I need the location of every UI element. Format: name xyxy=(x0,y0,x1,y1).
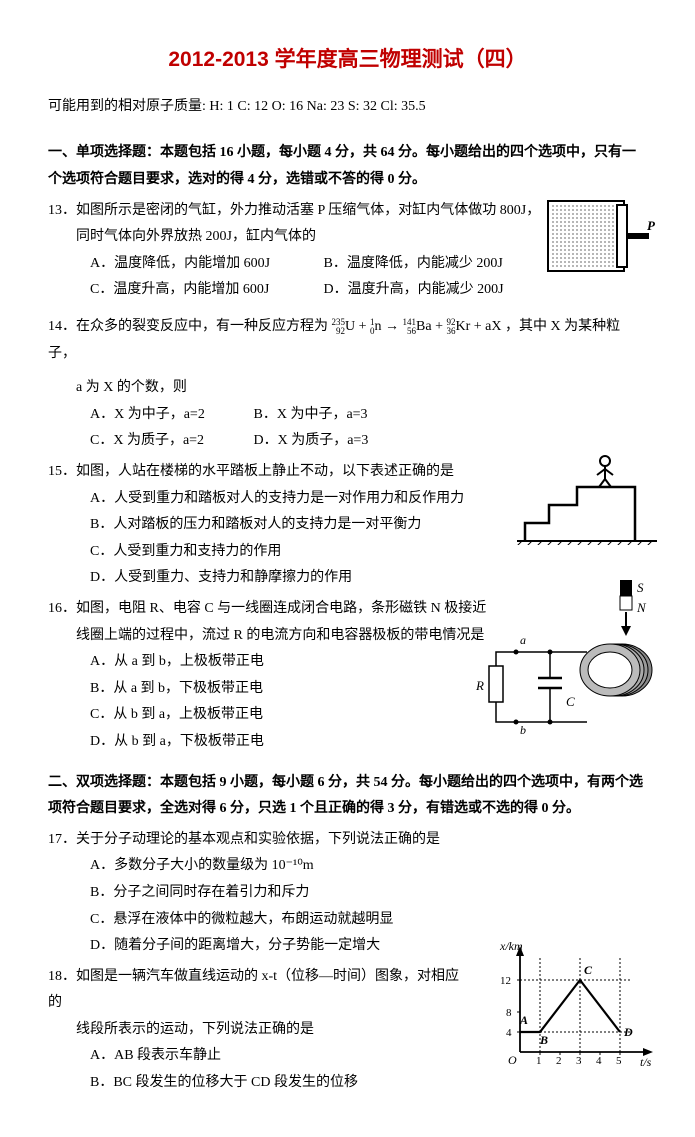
svg-text:O: O xyxy=(508,1053,517,1067)
q13-choice-d[interactable]: D．温度升高，内能减少 200J xyxy=(324,277,554,304)
svg-text:8: 8 xyxy=(506,1007,512,1019)
q17-text1: 17．关于分子动理论的基本观点和实验依据，下列说法正确的是 xyxy=(48,827,647,854)
svg-text:b: b xyxy=(520,723,526,737)
q13-choice-a[interactable]: A．温度降低，内能增加 600J xyxy=(90,251,320,278)
q18-choice-b[interactable]: B．BC 段发生的位移大于 CD 段发生的位移 xyxy=(48,1070,647,1097)
q16-figure-circuit: S N a R b C xyxy=(472,578,657,738)
q14-pre: 14．在众多的裂变反应中，有一种反应方程为 xyxy=(48,319,332,334)
question-15: 15．如图，人站在楼梯的水平踏板上静止不动，以下表述正确的是 A．人受到重力和踏… xyxy=(48,459,647,592)
svg-text:C: C xyxy=(584,963,593,977)
atomic-masses: 可能用到的相对原子质量: H: 1 C: 12 O: 16 Na: 23 S: … xyxy=(48,94,647,121)
question-13: P 13．如图所示是密闭的气缸，外力推动活塞 P 压缩气体，对缸内气体做功 80… xyxy=(48,198,647,304)
q14-equation: 23592U + 10n → 14156Ba + 9236Kr + aX xyxy=(332,319,505,334)
svg-text:P: P xyxy=(647,218,656,233)
svg-text:N: N xyxy=(636,600,647,615)
q15-figure-stairs xyxy=(517,453,657,545)
q14-choice-d[interactable]: D．X 为质子，a=3 xyxy=(254,428,414,455)
question-18: x/km t/s 4 8 12 1 2 3 4 5 O A B xyxy=(48,964,647,1097)
q18-figure-xt-graph: x/km t/s 4 8 12 1 2 3 4 5 O A B xyxy=(492,940,657,1070)
svg-text:A: A xyxy=(519,1013,528,1027)
svg-text:5: 5 xyxy=(616,1055,622,1067)
svg-text:2: 2 xyxy=(556,1055,562,1067)
question-16: S N a R b C xyxy=(48,596,647,756)
section2-heading: 二、双项选择题：本题包括 9 小题，每小题 6 分，共 54 分。每小题给出的四… xyxy=(48,770,647,823)
svg-text:a: a xyxy=(520,633,526,647)
svg-text:S: S xyxy=(637,580,644,595)
q17-choice-a[interactable]: A．多数分子大小的数量级为 10⁻¹⁰m xyxy=(48,853,647,880)
svg-text:4: 4 xyxy=(506,1027,512,1039)
q14-choice-c[interactable]: C．X 为质子，a=2 xyxy=(90,428,250,455)
q14-text1: 14．在众多的裂变反应中，有一种反应方程为 23592U + 10n → 141… xyxy=(48,314,647,367)
q17-choice-b[interactable]: B．分子之间同时存在着引力和斥力 xyxy=(48,880,647,907)
svg-text:C: C xyxy=(566,694,575,709)
question-14: 14．在众多的裂变反应中，有一种反应方程为 23592U + 10n → 141… xyxy=(48,314,647,455)
svg-text:D: D xyxy=(623,1025,633,1039)
section1-heading: 一、单项选择题：本题包括 16 小题，每小题 4 分，共 64 分。每小题给出的… xyxy=(48,140,647,193)
q14-text2: a 为 X 的个数，则 xyxy=(48,375,647,402)
svg-text:t/s: t/s xyxy=(640,1055,652,1069)
q17-choice-c[interactable]: C．悬浮在液体中的微粒越大，布朗运动就越明显 xyxy=(48,907,647,934)
exam-title: 2012-2013 学年度高三物理测试（四） xyxy=(48,40,647,80)
q14-choice-a[interactable]: A．X 为中子，a=2 xyxy=(90,402,250,429)
svg-text:R: R xyxy=(475,678,484,693)
q13-choice-c[interactable]: C．温度升高，内能增加 600J xyxy=(90,277,320,304)
svg-text:12: 12 xyxy=(500,975,511,987)
q14-choice-b[interactable]: B．X 为中子，a=3 xyxy=(254,402,414,429)
svg-text:3: 3 xyxy=(576,1055,582,1067)
svg-text:4: 4 xyxy=(596,1055,602,1067)
q13-choice-b[interactable]: B．温度降低，内能减少 200J xyxy=(324,251,554,278)
svg-text:B: B xyxy=(539,1033,548,1047)
q13-figure-cylinder: P xyxy=(547,200,657,272)
svg-text:1: 1 xyxy=(536,1055,542,1067)
